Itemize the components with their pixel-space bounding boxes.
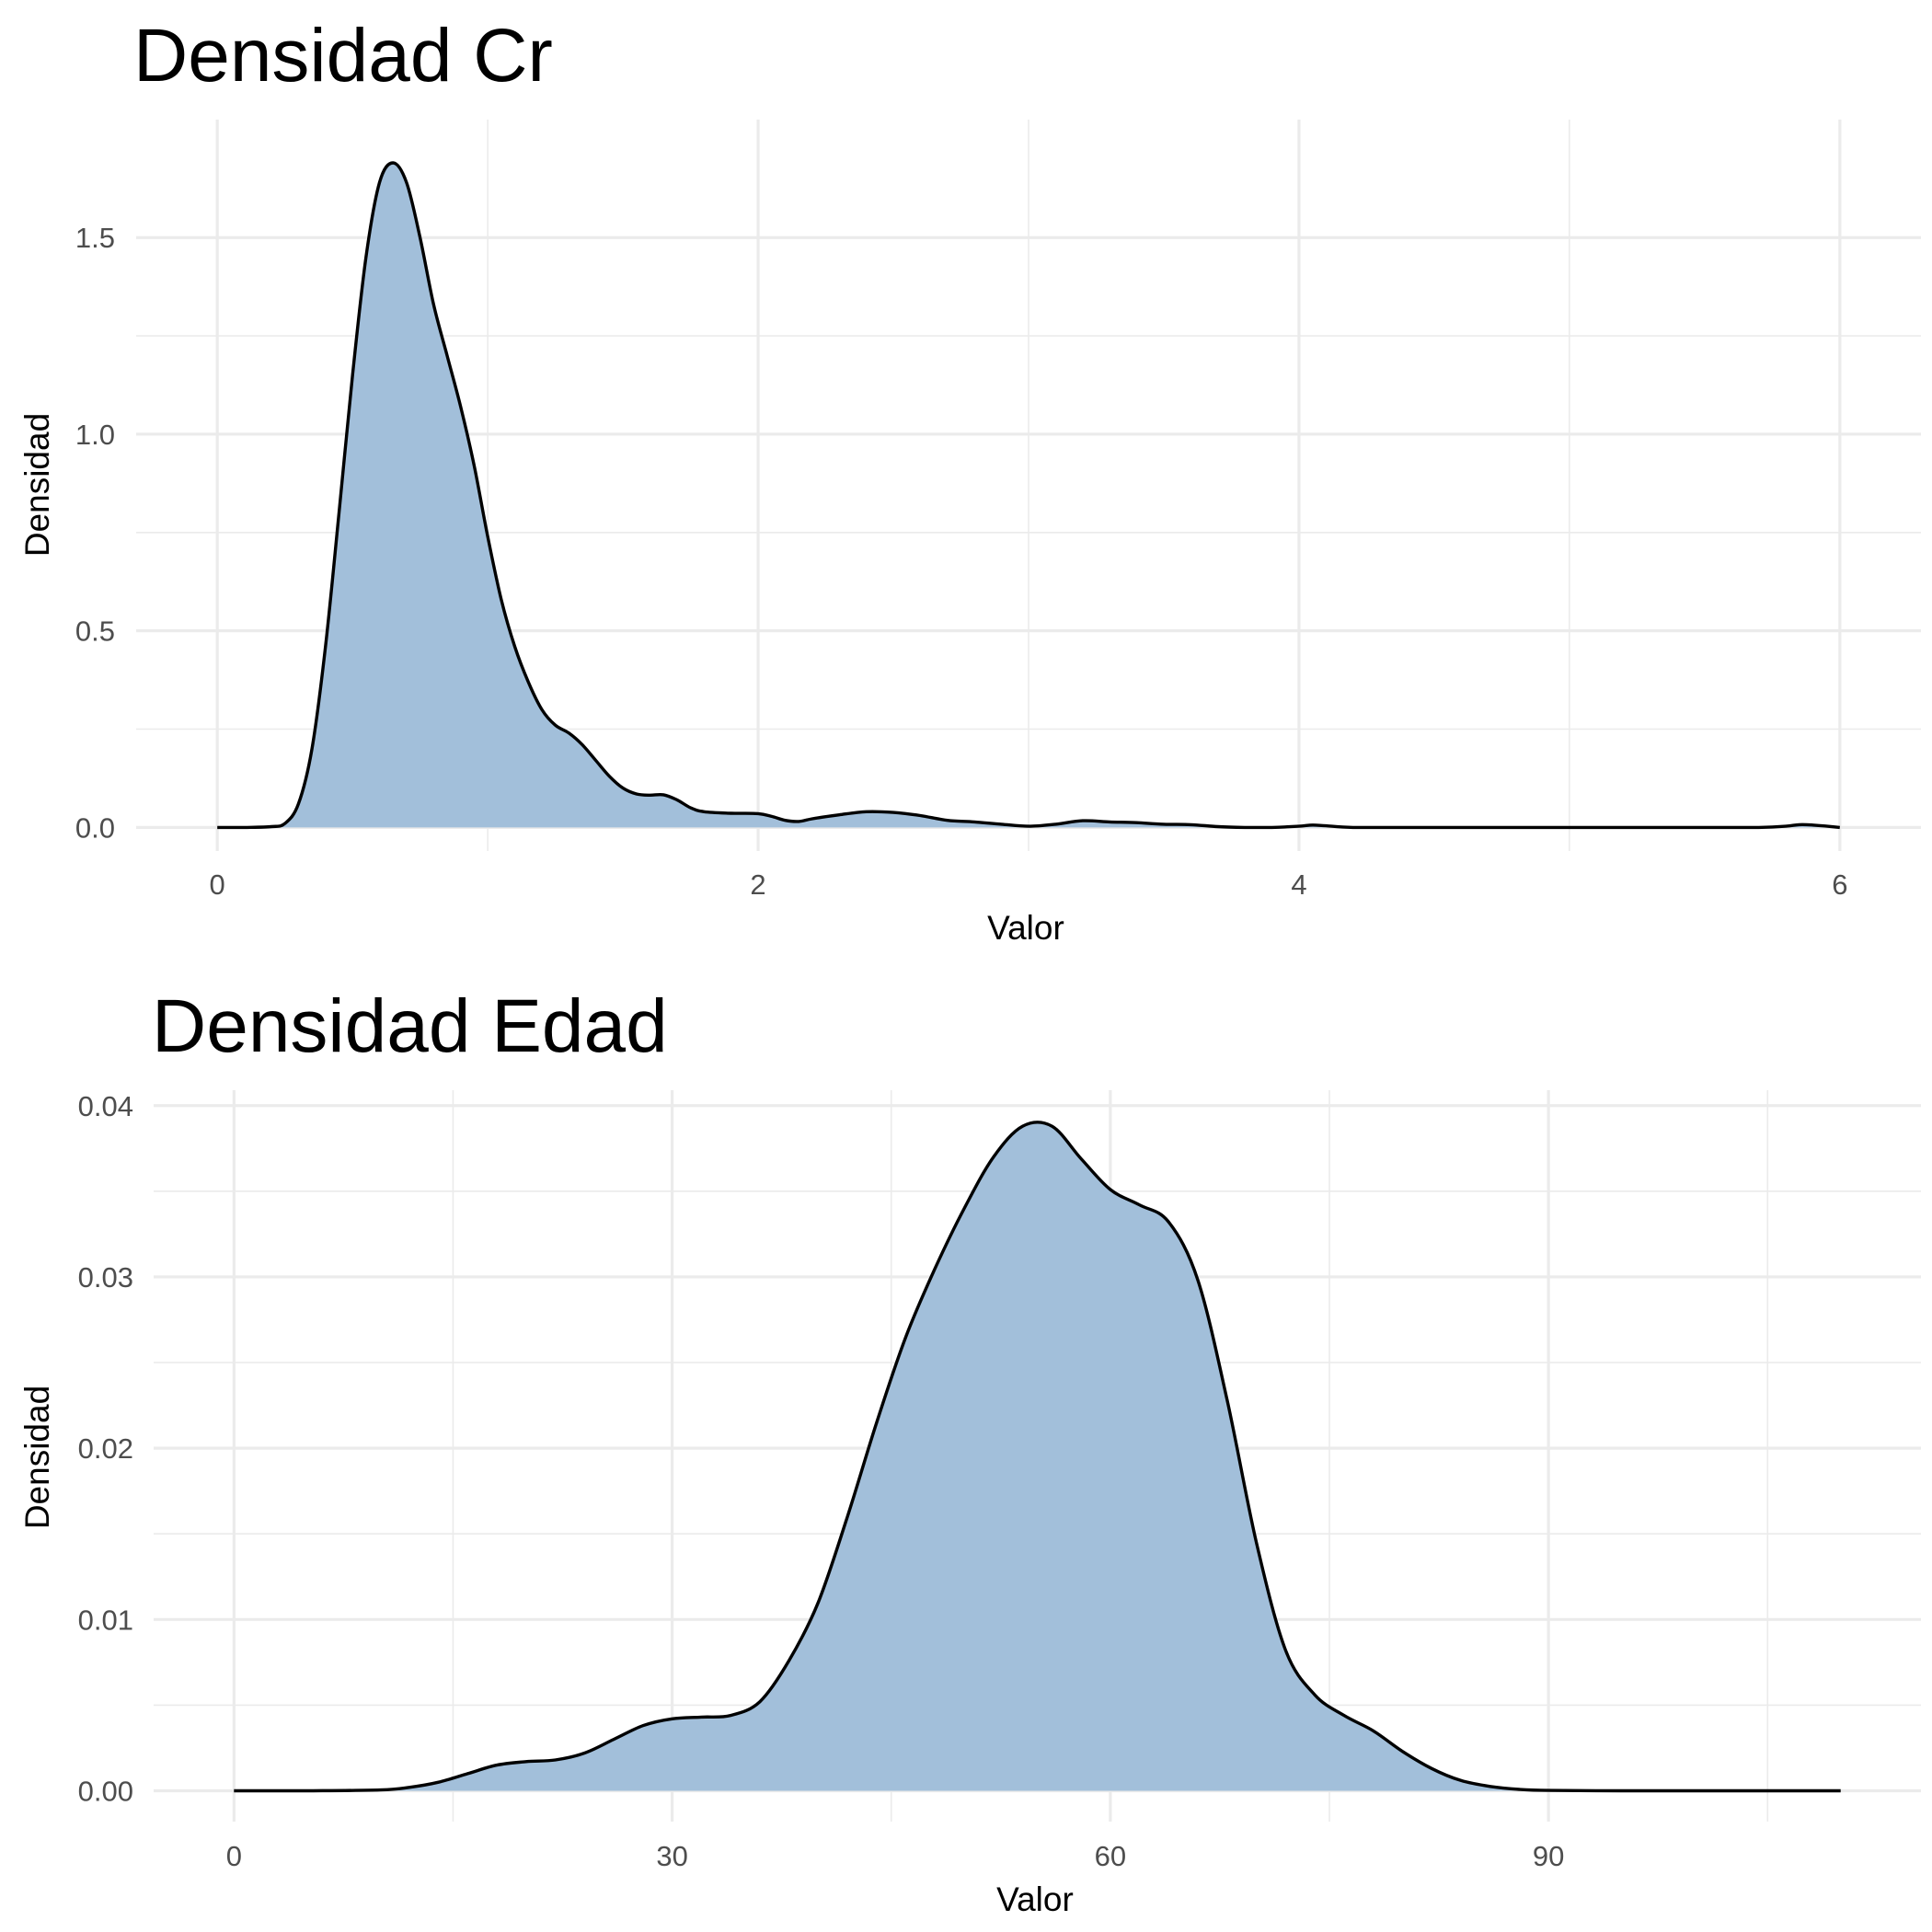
y-axis-label: Densidad	[18, 413, 56, 557]
y-tick-label: 0.5	[75, 615, 115, 648]
chart-title: Densidad Edad	[152, 984, 668, 1068]
x-tick-label: 0	[210, 868, 225, 901]
x-tick-label: 6	[1832, 868, 1847, 901]
density-area	[217, 163, 1840, 828]
y-tick-label: 0.04	[78, 1090, 133, 1122]
x-tick-label: 2	[750, 868, 765, 901]
y-tick-label: 0.02	[78, 1432, 133, 1465]
x-axis-label: Valor	[996, 1880, 1074, 1918]
density-line	[234, 1121, 1841, 1793]
density-line	[217, 161, 1840, 830]
y-tick-label: 0.00	[78, 1775, 133, 1807]
y-tick-label: 1.0	[75, 419, 115, 451]
x-tick-label: 4	[1291, 868, 1306, 901]
y-tick-label: 0.01	[78, 1604, 133, 1636]
y-tick-labels: 0.00 0.01 0.02 0.03 0.04	[78, 1090, 133, 1808]
chart-title: Densidad Cr	[133, 14, 553, 98]
panel-densidad-cr: Densidad Cr 0 2 4 6 0.0 0.5 1.0 1.5 Valor Dens…	[18, 14, 1921, 947]
y-tick-label: 0.0	[75, 811, 115, 844]
x-tick-label: 30	[656, 1840, 687, 1872]
x-tick-labels: 0 2 4 6	[210, 868, 1848, 901]
x-tick-label: 60	[1095, 1840, 1126, 1872]
density-area	[234, 1121, 1841, 1791]
panel-densidad-edad: Densidad Edad 0 30 60 90 0.000.010.020.030.…	[18, 984, 1921, 1918]
y-axis-label: Densidad	[18, 1386, 56, 1529]
y-tick-label: 1.5	[75, 222, 115, 254]
x-tick-label: 90	[1533, 1840, 1564, 1872]
x-axis-label: Valor	[987, 909, 1064, 947]
x-tick-label: 0	[226, 1840, 242, 1872]
y-tick-label: 0.03	[78, 1261, 133, 1294]
x-tick-labels: 0 30 60 90	[226, 1840, 1565, 1872]
y-tick-labels: 0.0 0.5 1.0 1.5	[75, 222, 115, 844]
